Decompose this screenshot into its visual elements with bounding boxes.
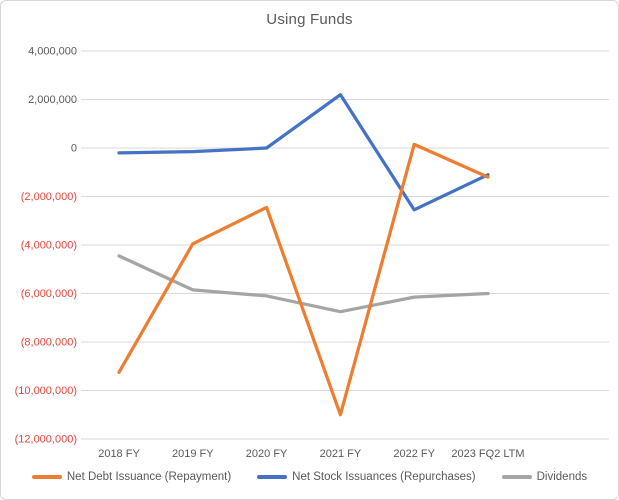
legend-item: Net Stock Issuances (Repurchases) <box>257 471 476 483</box>
x-axis-category-label: 2021 FY <box>320 448 362 460</box>
y-axis-tick-label: (6,000,000) <box>21 288 77 300</box>
y-axis-tick-label: (8,000,000) <box>21 337 77 349</box>
y-axis-tick-label: 4,000,000 <box>28 46 77 58</box>
y-axis-tick-label: (10,000,000) <box>15 385 77 397</box>
legend-label: Net Stock Issuances (Repurchases) <box>292 471 476 483</box>
legend-label: Net Debt Issuance (Repayment) <box>66 471 232 483</box>
x-axis-category-label: 2023 FQ2 LTM <box>451 448 524 460</box>
x-axis-category-label: 2020 FY <box>246 448 288 460</box>
series-line-3 <box>117 254 490 314</box>
legend-label: Dividends <box>536 471 588 483</box>
legend-line-swatch <box>501 475 532 479</box>
x-axis-category-label: 2022 FY <box>393 448 435 460</box>
series-line-1 <box>117 142 490 417</box>
legend-item: Net Debt Issuance (Repayment) <box>31 471 232 483</box>
chart-legend: Net Debt Issuance (Repayment) Net Stock I… <box>1 471 618 483</box>
legend-line-swatch <box>31 475 62 479</box>
chart-title: Using Funds <box>266 11 353 28</box>
y-axis-tick-label: (2,000,000) <box>21 191 77 203</box>
y-axis-tick-label: 0 <box>71 143 77 155</box>
series-line-2 <box>117 93 490 212</box>
y-axis-tick-label: 2,000,000 <box>28 94 77 106</box>
x-axis-category-label: 2019 FY <box>172 448 214 460</box>
x-axis-category-label: 2018 FY <box>98 448 140 460</box>
legend-item: Dividends <box>501 471 588 483</box>
y-axis-tick-label: (12,000,000) <box>15 434 77 446</box>
y-axis-tick-label: (4,000,000) <box>21 240 77 252</box>
legend-line-swatch <box>257 475 288 479</box>
